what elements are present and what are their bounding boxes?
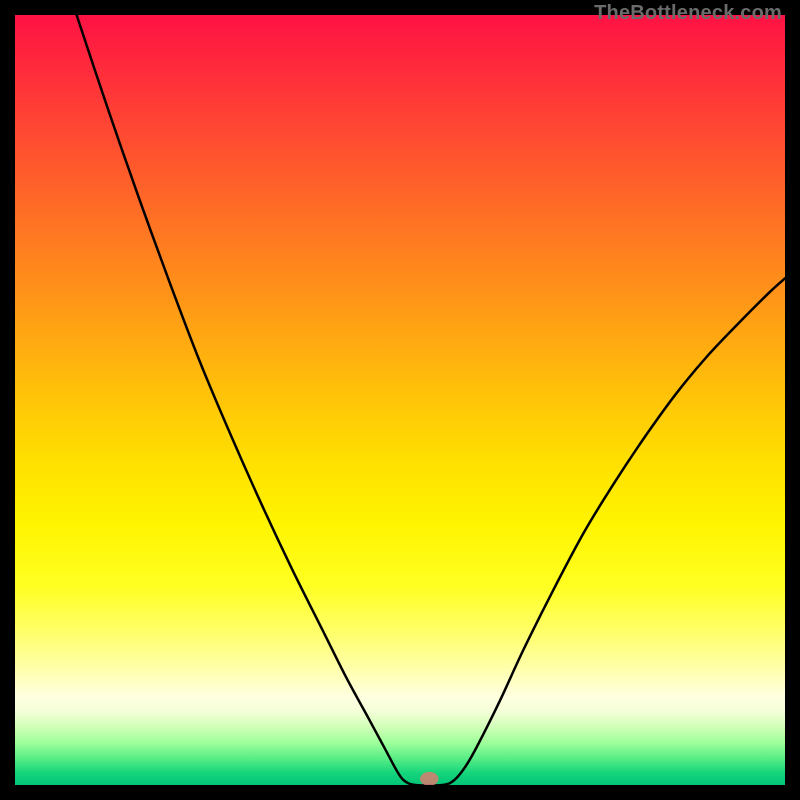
chart-container: TheBottleneck.com (0, 0, 800, 800)
plot-area (15, 15, 785, 785)
watermark-text: TheBottleneck.com (594, 2, 782, 25)
bottleneck-curve (15, 15, 785, 785)
minimum-marker (420, 772, 438, 785)
